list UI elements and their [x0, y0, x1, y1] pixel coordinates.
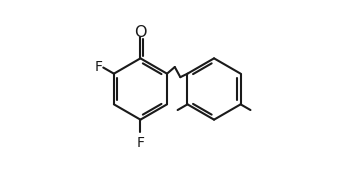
Text: F: F [136, 136, 144, 150]
Text: O: O [134, 25, 147, 40]
Text: F: F [95, 60, 102, 74]
